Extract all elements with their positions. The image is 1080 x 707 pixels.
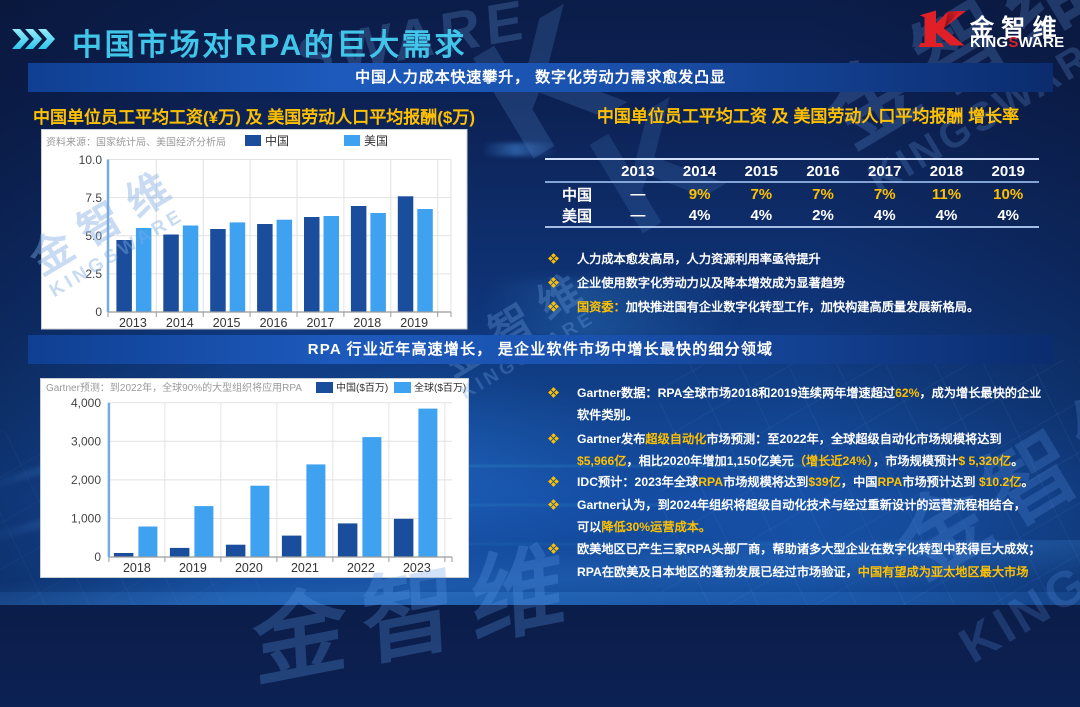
svg-text:2018: 2018: [353, 316, 381, 330]
svg-text:2015: 2015: [213, 316, 241, 330]
svg-text:Gartner预测：到2022年，全球90%的大型组织将应用: Gartner预测：到2022年，全球90%的大型组织将应用RPA: [46, 381, 302, 394]
svg-text:0: 0: [95, 305, 102, 319]
svg-text:2021: 2021: [291, 561, 319, 575]
svg-text:2013: 2013: [119, 316, 147, 330]
svg-text:2017: 2017: [306, 316, 334, 330]
svg-text:2018: 2018: [123, 561, 151, 575]
svg-text:1,000: 1,000: [71, 512, 101, 526]
svg-text:5.0: 5.0: [85, 229, 102, 243]
svg-text:2.5: 2.5: [85, 267, 102, 281]
svg-text:7.5: 7.5: [85, 191, 102, 205]
svg-text:2022: 2022: [347, 561, 375, 575]
svg-text:2019: 2019: [400, 316, 428, 330]
svg-text:资料来源：国家统计局、美国经济分析局: 资料来源：国家统计局、美国经济分析局: [46, 136, 226, 149]
svg-text:2,000: 2,000: [71, 473, 101, 487]
svg-text:全球($百万): 全球($百万): [414, 381, 466, 394]
svg-text:美国: 美国: [364, 134, 388, 148]
svg-text:0: 0: [94, 550, 101, 564]
svg-text:10.0: 10.0: [79, 153, 103, 167]
svg-text:2019: 2019: [179, 561, 207, 575]
svg-text:4,000: 4,000: [71, 396, 101, 410]
svg-text:2020: 2020: [235, 561, 263, 575]
svg-text:2023: 2023: [403, 561, 431, 575]
svg-text:2016: 2016: [260, 316, 288, 330]
svg-text:3,000: 3,000: [71, 435, 101, 449]
svg-text:中国: 中国: [265, 133, 289, 148]
svg-text:2014: 2014: [166, 316, 194, 330]
svg-text:中国($百万): 中国($百万): [336, 381, 388, 394]
